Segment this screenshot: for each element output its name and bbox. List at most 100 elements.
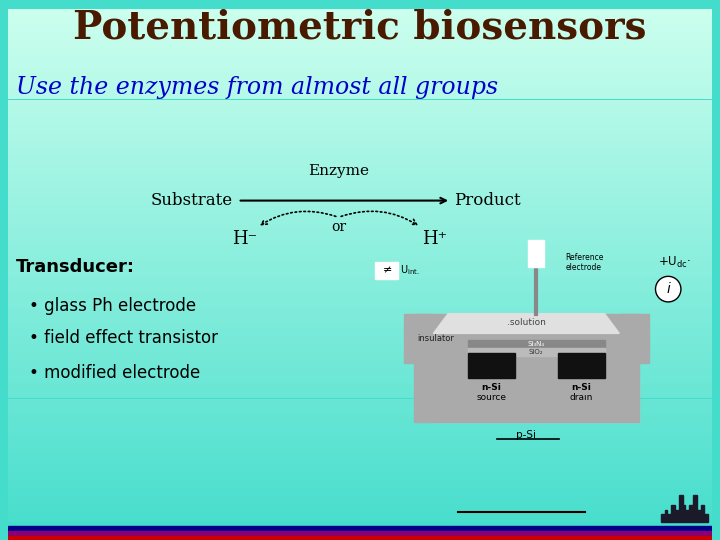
Text: Substrate: Substrate [150,192,233,209]
Bar [8,265,712,268]
Bar [8,415,712,417]
Bar [8,134,712,137]
Bar [8,438,712,441]
Text: Product: Product [454,192,521,209]
Bar [8,220,712,222]
Bar [8,441,712,444]
Bar [8,417,712,420]
Bar [8,73,712,76]
Bar [8,326,712,329]
Text: • modified electrode: • modified electrode [30,364,201,382]
Bar [8,212,712,214]
Bar [8,244,712,246]
Bar [8,396,712,399]
Bar [8,380,712,382]
Bar [8,532,712,535]
Bar [8,183,712,185]
Text: i: i [666,282,670,296]
Bar [8,139,712,142]
Bar [8,132,712,134]
Text: draın: draın [570,393,593,402]
Bar [8,529,712,532]
Circle shape [655,276,681,302]
Bar [8,329,712,332]
Bar [8,206,712,209]
Bar [8,110,712,113]
Bar [8,166,712,169]
Bar [8,345,712,348]
Bar [8,260,712,262]
Bar [8,279,712,281]
Bar [374,261,398,279]
Bar [8,342,712,345]
Bar [8,78,712,81]
Bar [8,70,712,73]
Bar [8,337,712,340]
Bar [8,195,712,198]
Bar [8,231,712,233]
Bar [8,348,712,350]
Bar [8,222,712,225]
Bar [8,9,712,11]
Bar [8,497,712,500]
Bar [8,313,712,316]
Bar [8,385,712,388]
Bar [8,33,712,36]
Bar [8,516,712,518]
Bar [8,444,712,447]
Bar [8,225,712,228]
Text: n-Si: n-Si [481,383,501,392]
Bar [8,126,712,129]
Bar [8,124,712,126]
Bar [8,452,712,455]
Bar [8,468,712,470]
Bar [8,495,712,497]
Bar [8,102,712,105]
Bar [8,89,712,91]
Bar [467,348,605,356]
Bar [8,118,712,121]
Bar [8,233,712,235]
Bar [8,161,712,164]
Text: $\neq$: $\neq$ [380,265,392,275]
Bar [8,164,712,166]
Bar [8,535,712,537]
Text: Use the enzymes from almost all groups: Use the enzymes from almost all groups [16,76,498,99]
Bar [8,86,712,89]
Text: H⁻: H⁻ [232,230,257,248]
Bar [8,91,712,94]
Bar [8,19,712,22]
Bar [8,142,712,145]
Bar [8,150,712,153]
Bar [8,508,712,511]
Bar [8,121,712,124]
Bar [8,254,712,257]
Bar [8,84,712,86]
Bar [8,473,712,476]
Bar [8,399,712,401]
Bar [8,294,712,297]
Bar [8,484,712,487]
Bar [8,28,712,30]
Bar [8,372,712,374]
Bar [8,190,712,193]
Bar [8,420,712,422]
Bar [8,241,712,244]
Bar [433,377,639,422]
Bar [8,249,712,252]
Bar [8,145,712,147]
Bar [8,107,712,110]
Bar [558,353,605,377]
Bar [8,235,712,238]
Bar [8,169,712,172]
Bar [8,524,712,526]
Bar [8,59,712,62]
Text: source: source [476,393,506,402]
Bar [8,377,712,380]
Text: n-Si: n-Si [571,383,591,392]
Bar [8,252,712,254]
Bar [8,457,712,460]
Polygon shape [433,314,619,333]
Bar [8,198,712,201]
Bar [8,76,712,78]
